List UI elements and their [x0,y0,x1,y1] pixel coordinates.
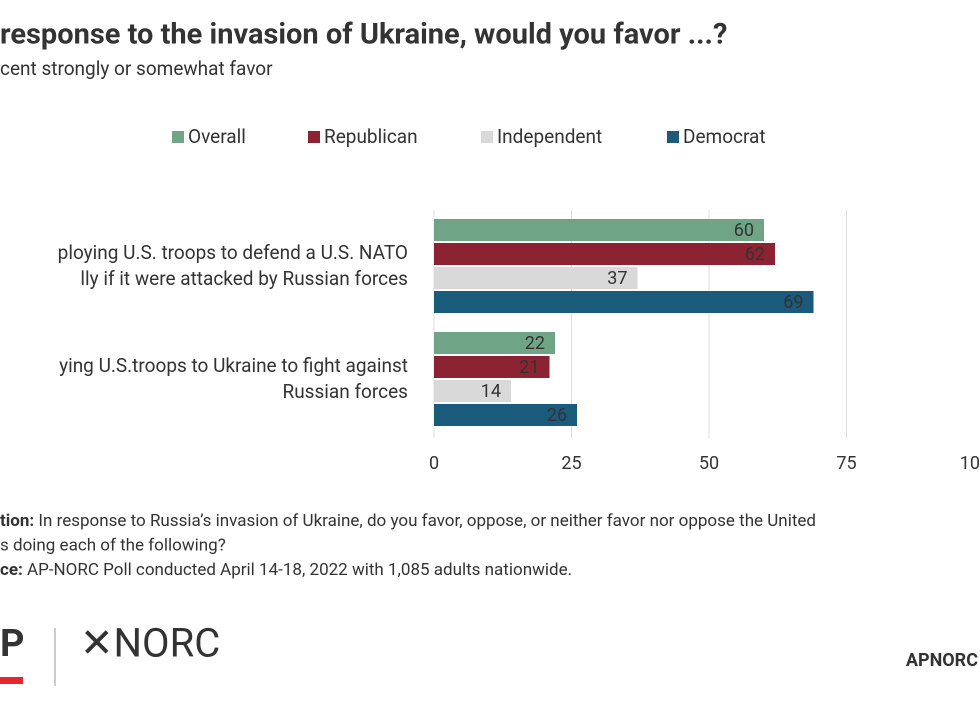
data-label: 69 [783,292,803,313]
bar [434,404,577,426]
logo-ap: P [0,622,25,666]
chart-subtitle: cent strongly or somewhat favor [0,57,273,80]
chart-title: response to the invasion of Ukraine, wou… [0,18,727,52]
data-label: 22 [525,333,545,354]
data-label: 62 [745,244,765,265]
data-label: 21 [519,357,539,378]
bar [434,243,775,265]
legend-swatch [667,131,679,143]
legend-label: Democrat [683,125,766,148]
bar [434,380,511,402]
credit: APNORC [906,650,978,671]
category-line: ploying U.S. troops to defend a U.S. NAT… [58,241,408,264]
source: ce: AP-NORC Poll conducted April 14-18, … [0,560,572,580]
category-label: ploying U.S. troops to defend a U.S. NAT… [58,241,408,290]
x-tick-label: 50 [699,453,719,474]
source-text: AP-NORC Poll conducted April 14-18, 2022… [27,560,572,580]
bar [434,219,764,241]
logo-norc: ✕NORC [80,620,220,667]
x-tick-label: 25 [561,453,581,474]
question-label: tion: [0,511,34,531]
category-label: ying U.S.troops to Ukraine to fight agai… [59,354,408,403]
legend-label: Independent [497,125,602,148]
data-label: 14 [481,381,501,402]
category-line: lly if it were attacked by Russian force… [80,267,408,290]
data-label: 37 [607,268,627,289]
legend-label: Overall [188,125,246,148]
question-text: In response to Russia’s invasion of Ukra… [38,511,816,531]
x-tick-label: 10 [960,453,980,474]
source-label: ce: [0,560,23,580]
legend-swatch [308,131,320,143]
x-tick-label: 75 [836,453,856,474]
legend-swatch [481,131,493,143]
legend-label: Republican [324,125,418,148]
bar [434,332,555,354]
logo-underline [0,677,23,684]
category-line: ying U.S.troops to Ukraine to fight agai… [59,354,408,377]
category-line: Russian forces [283,380,409,403]
question-cont: s doing each of the following? [0,535,226,555]
bar [434,356,550,378]
question: tion: In response to Russia’s invasion o… [0,511,816,531]
bar [434,267,638,289]
bar [434,291,814,313]
x-tick-label: 0 [429,453,439,474]
data-label: 60 [734,220,754,241]
legend-swatch [172,131,184,143]
data-label: 26 [547,405,567,426]
